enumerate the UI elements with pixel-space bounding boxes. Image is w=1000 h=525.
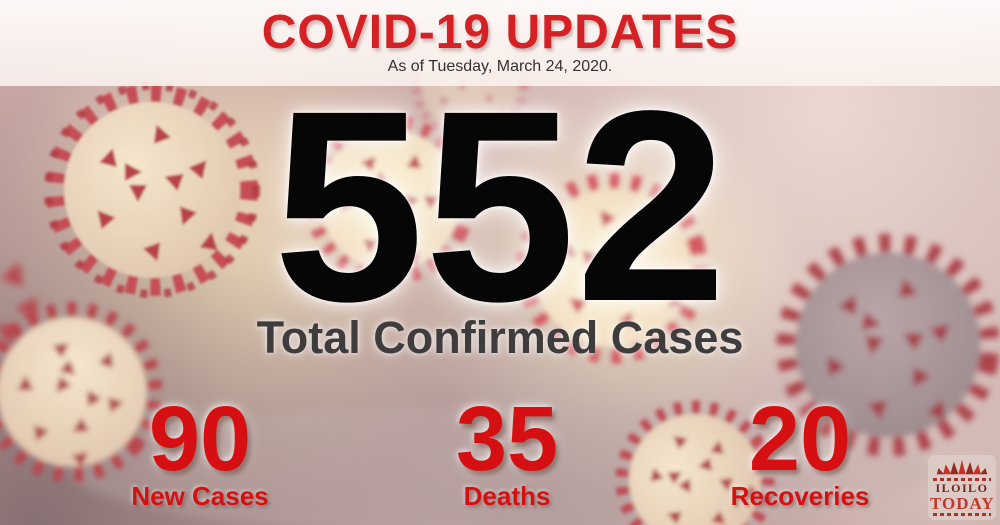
virus-particle (0, 301, 163, 483)
logo-divider-bottom (933, 513, 991, 516)
total-confirmed-label: Total Confirmed Cases (256, 312, 744, 363)
logo-text-iloilo: ILOILO (935, 481, 989, 495)
virus-particle (305, 115, 475, 285)
sunburst-icon (936, 459, 988, 475)
recoveries-label: Recoveries (730, 481, 870, 511)
new-cases-label: New Cases (131, 481, 269, 511)
header-band: COVID-19 UPDATES As of Tuesday, March 24… (0, 0, 1000, 86)
virus-particle (615, 400, 775, 525)
virus-particle (776, 233, 1000, 457)
deaths-label: Deaths (463, 481, 551, 511)
deaths-value: 35 (455, 388, 559, 490)
logo-divider-top (933, 478, 991, 481)
stat-deaths: 35 Deaths (397, 388, 617, 511)
iloilo-today-logo: ILOILO TODAY (928, 455, 996, 520)
logo-text-today: TODAY (930, 494, 995, 513)
virus-particle (44, 82, 260, 298)
page-title: COVID-19 UPDATES (261, 6, 739, 59)
total-confirmed-value: 552 (273, 54, 727, 358)
date-line: As of Tuesday, March 24, 2020. (387, 58, 613, 75)
new-cases-value: 90 (148, 388, 252, 490)
stat-recoveries: 20 Recoveries (690, 388, 910, 511)
stat-new-cases: 90 New Cases (90, 388, 310, 511)
virus-particle (516, 172, 708, 364)
recoveries-value: 20 (748, 388, 852, 490)
